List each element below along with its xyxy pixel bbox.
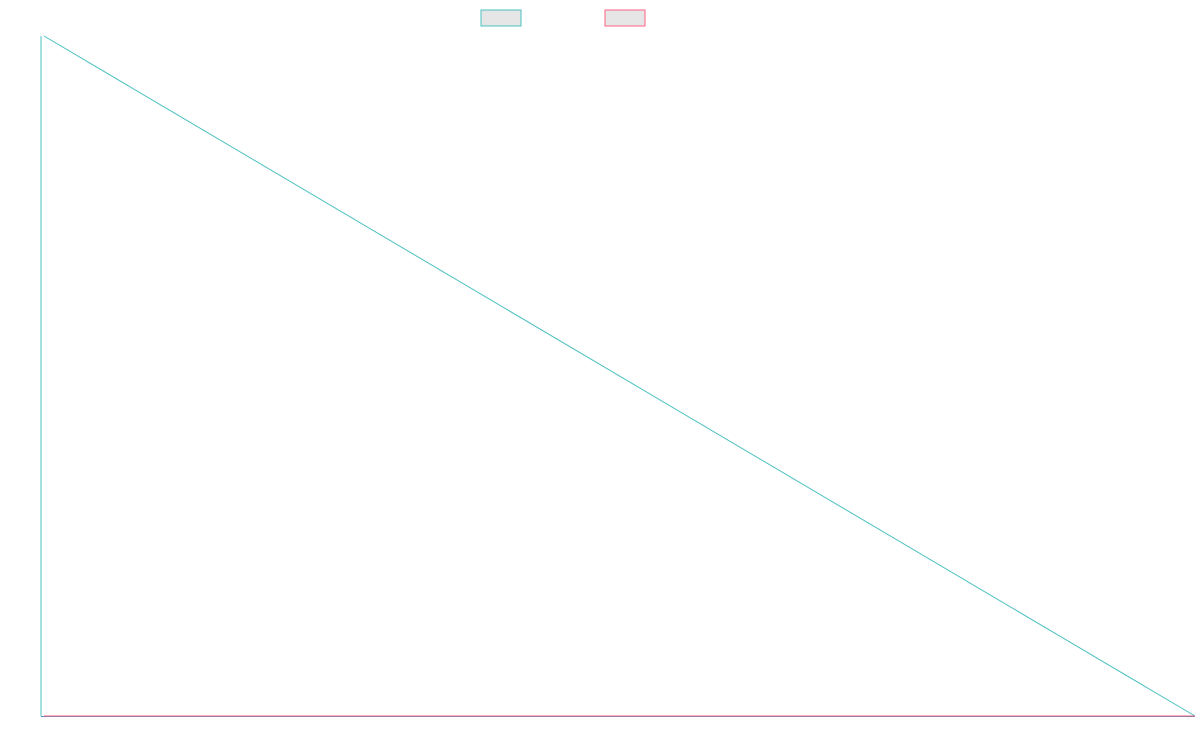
series-layer bbox=[43, 35, 1196, 717]
legend-swatch-series-1 bbox=[480, 9, 522, 27]
series-line-1 bbox=[43, 35, 1196, 717]
legend-swatch-series-2 bbox=[604, 9, 646, 27]
legend bbox=[480, 9, 646, 27]
axes bbox=[40, 36, 1195, 717]
